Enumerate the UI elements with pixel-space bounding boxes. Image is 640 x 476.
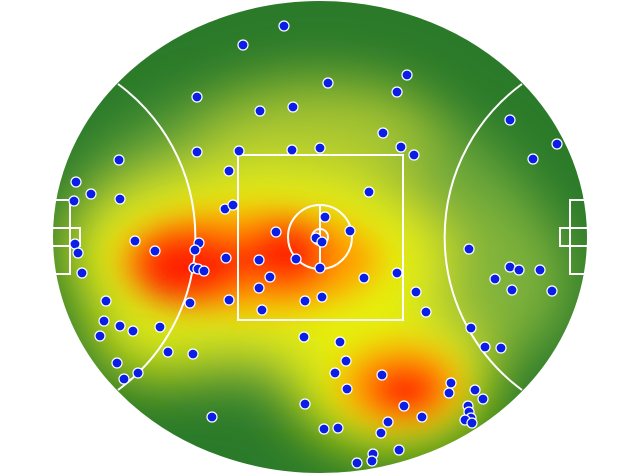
point <box>316 291 328 303</box>
point <box>465 322 477 334</box>
point <box>401 69 413 81</box>
point <box>513 264 525 276</box>
point <box>187 348 199 360</box>
point <box>114 193 126 205</box>
point <box>223 294 235 306</box>
point <box>443 387 455 399</box>
point <box>162 346 174 358</box>
point <box>270 226 282 238</box>
point <box>332 422 344 434</box>
point <box>318 423 330 435</box>
point <box>506 284 518 296</box>
point <box>551 138 563 150</box>
point <box>72 247 84 259</box>
point <box>253 254 265 266</box>
point <box>299 295 311 307</box>
point <box>322 77 334 89</box>
point <box>264 271 276 283</box>
point <box>416 411 428 423</box>
point <box>111 357 123 369</box>
point <box>253 282 265 294</box>
point <box>129 235 141 247</box>
point <box>278 20 290 32</box>
point <box>408 149 420 161</box>
point <box>489 273 501 285</box>
point <box>191 146 203 158</box>
point <box>314 142 326 154</box>
point <box>445 377 457 389</box>
point <box>477 393 489 405</box>
point <box>68 195 80 207</box>
point <box>463 243 475 255</box>
point <box>366 455 378 467</box>
point <box>466 417 478 429</box>
point <box>344 225 356 237</box>
point <box>70 176 82 188</box>
point <box>290 253 302 265</box>
point <box>546 285 558 297</box>
point <box>534 264 546 276</box>
point <box>329 367 341 379</box>
point <box>420 306 432 318</box>
point <box>479 341 491 353</box>
point <box>94 330 106 342</box>
point <box>316 236 328 248</box>
point <box>314 262 326 274</box>
point <box>198 265 210 277</box>
point <box>398 400 410 412</box>
point <box>340 355 352 367</box>
point <box>391 267 403 279</box>
field-lines <box>51 0 589 475</box>
point <box>391 86 403 98</box>
point <box>118 373 130 385</box>
point <box>223 165 235 177</box>
point <box>132 367 144 379</box>
point <box>154 321 166 333</box>
point <box>382 416 394 428</box>
point <box>495 342 507 354</box>
point <box>114 320 126 332</box>
point <box>286 144 298 156</box>
point <box>254 105 266 117</box>
point <box>85 188 97 200</box>
point <box>469 384 481 396</box>
point <box>149 245 161 257</box>
point <box>206 411 218 423</box>
point <box>100 295 112 307</box>
point <box>393 444 405 456</box>
point <box>76 267 88 279</box>
point <box>410 286 422 298</box>
point <box>227 199 239 211</box>
point <box>358 272 370 284</box>
point <box>191 91 203 103</box>
point <box>319 211 331 223</box>
point <box>299 398 311 410</box>
point <box>363 186 375 198</box>
point <box>504 114 516 126</box>
point <box>127 325 139 337</box>
point <box>113 154 125 166</box>
point <box>184 297 196 309</box>
point <box>351 457 363 469</box>
point <box>233 145 245 157</box>
point <box>189 244 201 256</box>
point <box>341 383 353 395</box>
point <box>375 427 387 439</box>
point <box>237 39 249 51</box>
point <box>334 336 346 348</box>
point <box>376 369 388 381</box>
point <box>256 304 268 316</box>
point <box>377 127 389 139</box>
point <box>298 331 310 343</box>
point <box>527 153 539 165</box>
point <box>220 252 232 264</box>
point <box>98 315 110 327</box>
point <box>287 101 299 113</box>
point <box>395 141 407 153</box>
